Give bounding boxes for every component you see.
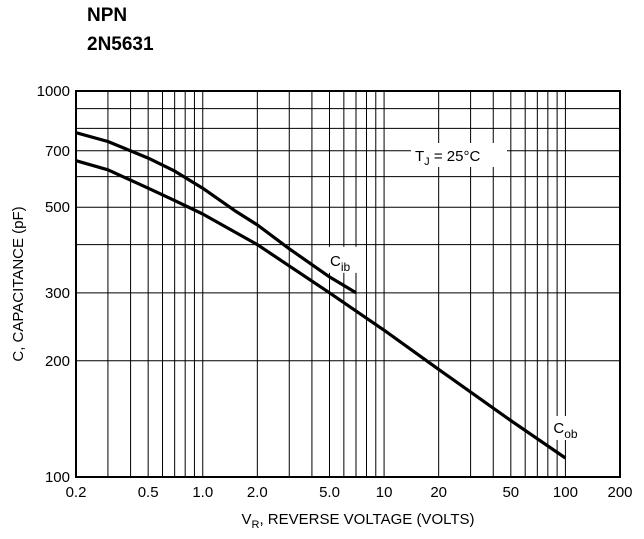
grid <box>76 91 620 477</box>
x-tick-label: 1.0 <box>192 484 213 501</box>
x-axis-label: VR, REVERSE VOLTAGE (VOLTS) <box>241 511 474 531</box>
x-axis-label-main: V <box>241 511 251 528</box>
x-tick-label: 0.2 <box>66 484 87 501</box>
cib-label-subscript: ib <box>341 260 351 274</box>
plot-frame <box>75 90 621 478</box>
x-axis-label-subscript: R <box>252 519 260 531</box>
series-line-c-ob <box>75 159 567 460</box>
temperature-annotation-box <box>411 143 507 167</box>
part-number-label: 2N5631 <box>87 34 154 55</box>
cob-label-background <box>551 416 584 441</box>
x-tick-label: 2.0 <box>247 484 268 501</box>
series-line-c-ib <box>75 131 357 295</box>
y-tick-label: 100 <box>45 469 70 486</box>
y-tick-label: 300 <box>45 285 70 302</box>
x-tick-label: 0.5 <box>138 484 159 501</box>
device-type-label: NPN <box>87 5 128 26</box>
series-label-cob: Cob <box>553 420 578 441</box>
y-axis-label: C, CAPACITANCE (pF) <box>10 206 27 361</box>
temperature-annotation: TJ = 25°C <box>415 148 480 168</box>
x-tick-label: 50 <box>502 484 519 501</box>
y-tick-label: 200 <box>45 353 70 370</box>
annotation-main: T <box>415 148 424 165</box>
cib-label-main: C <box>330 253 341 270</box>
series-label-cib: Cib <box>330 253 351 274</box>
x-tick-label: 20 <box>430 484 447 501</box>
annotation-rest: = 25°C <box>430 148 481 165</box>
y-tick-label: 500 <box>45 199 70 216</box>
tick-labels: 0.2 0.5 1.0 2.0 5.0 10 20 50 100 200 100 200 300 500 7… <box>37 83 633 501</box>
series <box>75 131 567 460</box>
x-tick-label: 10 <box>376 484 393 501</box>
cob-label-subscript: ob <box>564 427 578 441</box>
x-tick-label: 5.0 <box>319 484 340 501</box>
cob-label-main: C <box>553 420 564 437</box>
x-tick-label: 200 <box>607 484 632 501</box>
y-tick-label: 700 <box>45 143 70 160</box>
cib-label-background <box>328 246 357 273</box>
x-axis-label-rest: , REVERSE VOLTAGE (VOLTS) <box>259 511 474 528</box>
y-tick-label: 1000 <box>37 83 70 100</box>
x-tick-label: 100 <box>553 484 578 501</box>
annotation-subscript: J <box>424 156 430 168</box>
